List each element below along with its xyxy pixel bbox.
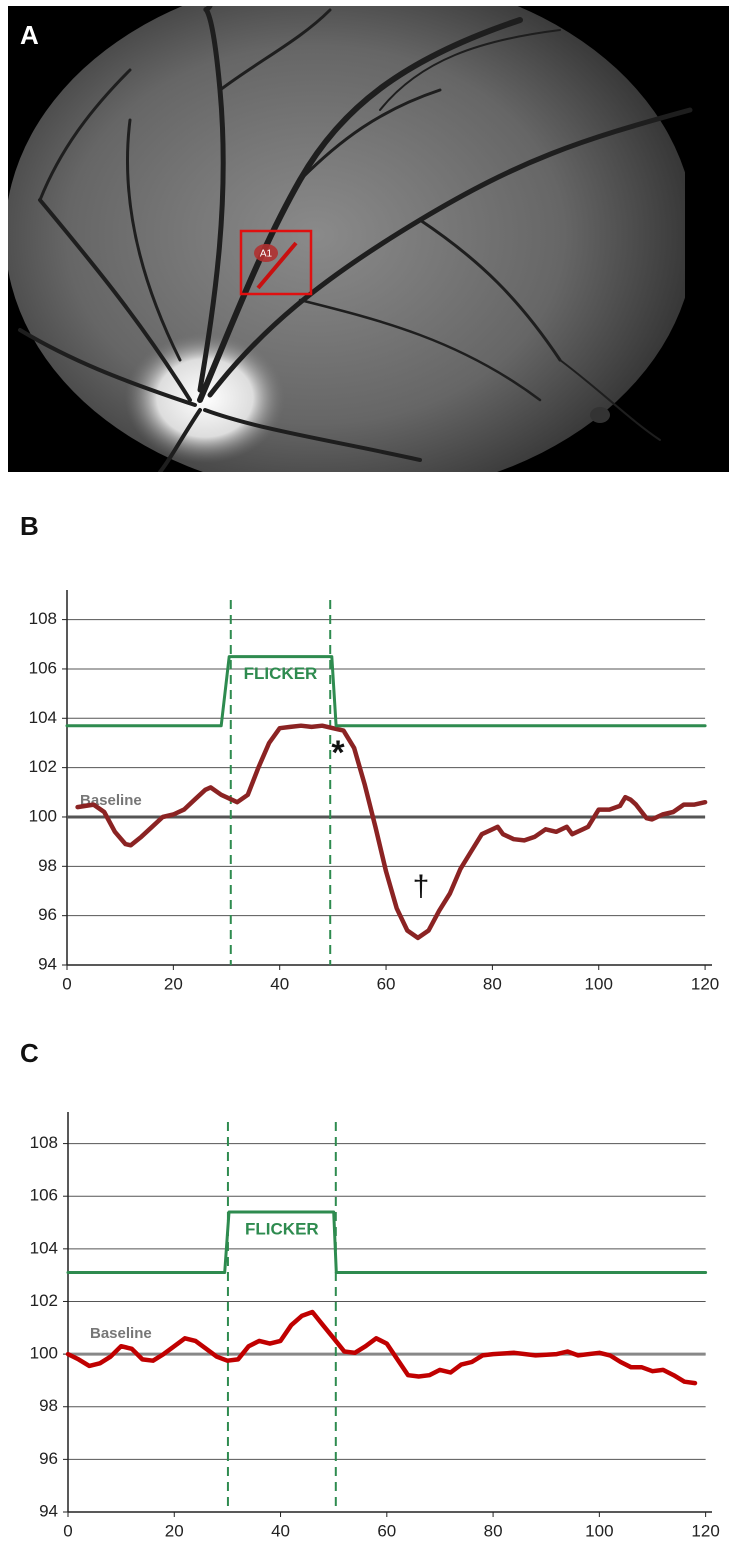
y-tick-label: 106 [30,1186,58,1205]
x-tick-label: 20 [164,974,183,993]
panel-label: A [20,20,39,50]
panel-label: B [20,511,39,541]
diameter-line [65,1309,698,1386]
annotation: * [331,734,345,772]
x-tick-label: 120 [691,974,719,993]
y-tick-label: 100 [30,1344,58,1363]
x-tick-label: 100 [585,974,613,993]
x-tick-label: 80 [483,974,502,993]
panel-label: C [20,1038,39,1068]
flicker-label: FLICKER [244,664,318,683]
fundus-photo [8,6,729,472]
y-tick-label: 108 [29,609,57,628]
y-tick-label: 102 [29,757,57,776]
y-tick-label: 108 [30,1133,58,1152]
y-tick-label: 96 [39,1449,58,1468]
region-box [239,229,313,296]
x-tick-label: 120 [691,1521,719,1538]
flicker-trace [66,1210,708,1274]
y-tick-label: 98 [38,856,57,875]
x-tick-label: 60 [377,1521,396,1538]
y-tick-label: 94 [38,954,57,973]
x-tick-label: 100 [585,1521,613,1538]
x-tick-label: 60 [377,974,396,993]
x-tick-label: 80 [484,1521,503,1538]
x-tick-label: 40 [270,974,289,993]
y-tick-label: 98 [39,1396,58,1415]
x-tick-label: 0 [62,974,71,993]
diameter-line [75,723,708,941]
baseline-label: Baseline [90,1325,152,1342]
y-tick-label: 104 [29,708,57,727]
y-tick-label: 104 [30,1238,58,1257]
y-tick-label: 96 [38,905,57,924]
marker-badge [254,244,278,262]
y-tick-label: 100 [29,806,57,825]
y-tick-label: 94 [39,1501,58,1520]
annotation: † [413,870,430,903]
flicker-trace [65,655,707,728]
flicker-label: FLICKER [245,1219,319,1238]
y-tick-label: 102 [30,1291,58,1310]
vessel-marker [256,241,298,290]
x-tick-label: 20 [165,1521,184,1538]
y-tick-label: 106 [29,658,57,677]
x-tick-label: 0 [63,1521,72,1538]
x-tick-label: 40 [271,1521,290,1538]
marker-label: A1 [260,249,273,260]
